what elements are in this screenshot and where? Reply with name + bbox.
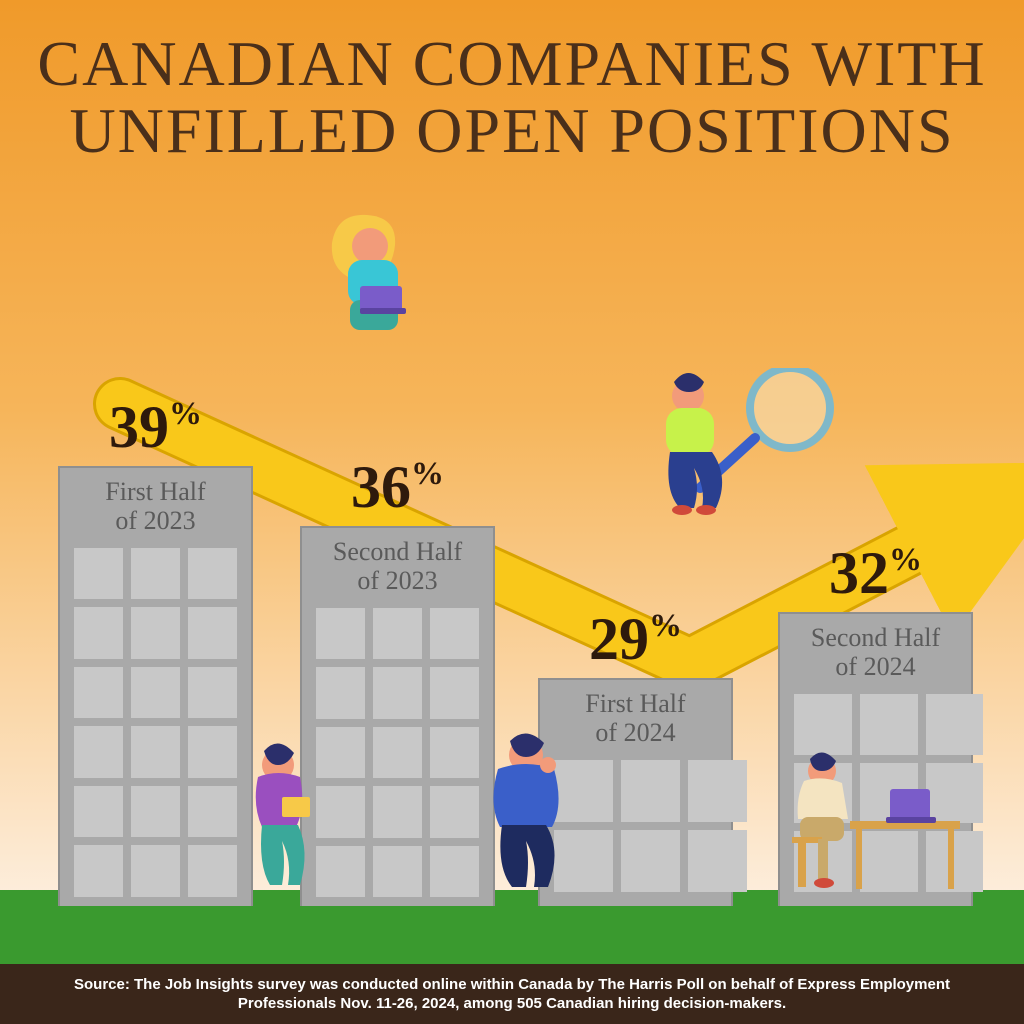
bar-value-0: 39% [58, 393, 253, 462]
bar-chart: First Halfof 2023 39% Second Halfof 2023 36… [0, 324, 1024, 964]
bar-2: First Halfof 2024 [538, 678, 733, 906]
title-line-1: CANADIAN COMPANIES WITH [37, 28, 986, 99]
bar-value-2: 29% [538, 605, 733, 674]
source-footer: Source: The Job Insights survey was cond… [0, 964, 1024, 1024]
bar-0: First Halfof 2023 [58, 466, 253, 906]
building-windows [316, 608, 479, 892]
bar-label-3: Second Halfof 2024 [780, 624, 971, 681]
bar-label-2: First Halfof 2024 [540, 690, 731, 747]
bar-1: Second Halfof 2023 [300, 526, 495, 906]
building-windows [554, 760, 717, 892]
title-line-2: UNFILLED OPEN POSITIONS [69, 95, 954, 166]
bar-value-3: 32% [778, 539, 973, 608]
source-text: Source: The Job Insights survey was cond… [40, 975, 984, 1014]
bar-label-1: Second Halfof 2023 [302, 538, 493, 595]
bar-3: Second Halfof 2024 [778, 612, 973, 906]
building-windows [794, 694, 957, 892]
bar-value-1: 36% [300, 453, 495, 522]
main-title: CANADIAN COMPANIES WITH UNFILLED OPEN PO… [0, 30, 1024, 164]
building-windows [74, 548, 237, 892]
infographic-canvas: CANADIAN COMPANIES WITH UNFILLED OPEN PO… [0, 0, 1024, 1024]
bar-label-0: First Halfof 2023 [60, 478, 251, 535]
